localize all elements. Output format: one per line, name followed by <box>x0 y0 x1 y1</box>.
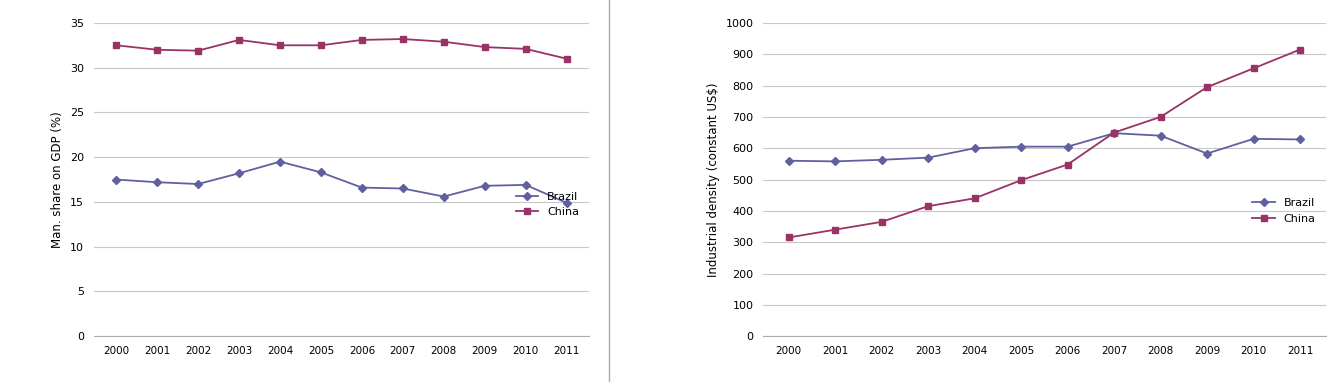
China <box>395 37 411 41</box>
Brazil <box>1292 137 1308 142</box>
Brazil <box>353 185 370 190</box>
Brazil <box>149 180 165 185</box>
China <box>477 45 493 49</box>
Brazil <box>1106 131 1122 136</box>
China <box>828 227 844 232</box>
Y-axis label: Man. share on GDP (%): Man. share on GDP (%) <box>51 111 64 248</box>
Brazil <box>920 155 936 160</box>
Brazil <box>477 183 493 188</box>
China <box>874 220 890 224</box>
China <box>1014 178 1030 183</box>
Line: Brazil: Brazil <box>112 159 570 206</box>
Brazil <box>190 182 206 186</box>
Brazil <box>313 170 329 175</box>
Brazil <box>781 159 797 163</box>
China <box>1059 162 1075 167</box>
China <box>1198 85 1214 89</box>
China <box>1106 130 1122 135</box>
China <box>190 49 206 53</box>
Brazil <box>1059 144 1075 149</box>
Brazil <box>108 177 125 182</box>
China <box>967 196 983 201</box>
Line: China: China <box>785 46 1304 241</box>
Line: China: China <box>112 36 570 62</box>
China <box>149 47 165 52</box>
Brazil <box>1014 144 1030 149</box>
Brazil <box>874 157 890 162</box>
Line: Brazil: Brazil <box>786 130 1303 165</box>
China <box>353 38 370 42</box>
China <box>1153 115 1169 119</box>
China <box>108 43 125 48</box>
Brazil <box>272 159 288 164</box>
China <box>781 235 797 240</box>
Brazil <box>1153 133 1169 138</box>
China <box>518 47 534 51</box>
Brazil <box>518 183 534 187</box>
China <box>232 38 248 42</box>
Legend: Brazil, China: Brazil, China <box>1248 194 1320 228</box>
Brazil <box>232 171 248 176</box>
Brazil <box>1245 136 1261 141</box>
China <box>435 39 451 44</box>
Brazil <box>967 146 983 151</box>
Brazil <box>435 194 451 199</box>
China <box>920 204 936 209</box>
Legend: Brazil, China: Brazil, China <box>511 187 584 222</box>
China <box>1245 66 1261 71</box>
China <box>313 43 329 48</box>
Brazil <box>828 159 844 163</box>
China <box>1292 47 1308 52</box>
Y-axis label: Industrial density (constant US$): Industrial density (constant US$) <box>707 82 720 277</box>
Brazil <box>1198 151 1214 156</box>
Brazil <box>558 201 574 205</box>
China <box>558 57 574 61</box>
China <box>272 43 288 48</box>
Brazil <box>395 186 411 191</box>
